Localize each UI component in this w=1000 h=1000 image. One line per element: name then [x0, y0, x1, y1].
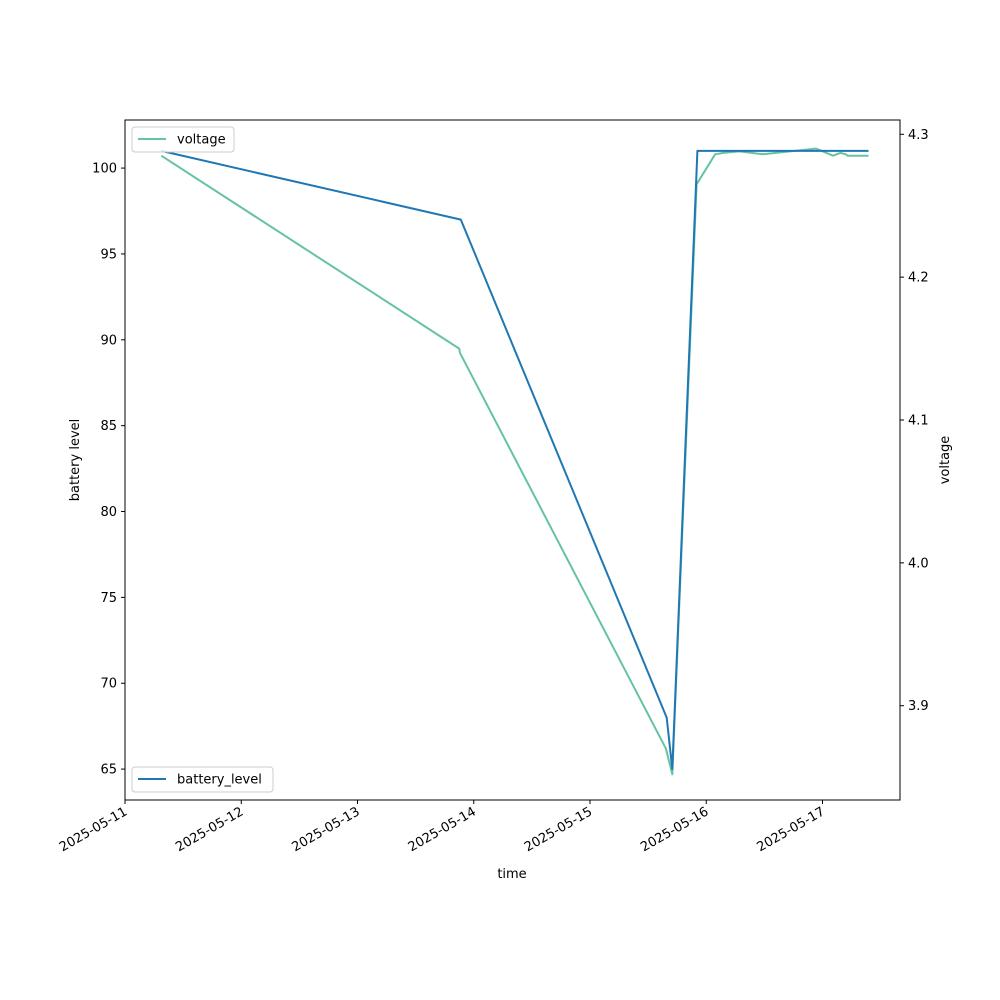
- x-axis-label: time: [497, 867, 526, 882]
- left-y-axis: 65 70 75 80 85 90 95 100: [92, 162, 125, 778]
- x-axis: 2025-05-11 2025-05-12 2025-05-13 2025-05-14…: [57, 800, 828, 855]
- x-tick-label: 2025-05-12: [173, 804, 246, 855]
- left-y-tick-label: 85: [100, 419, 117, 434]
- x-tick-label: 2025-05-17: [755, 804, 828, 855]
- left-y-tick-label: 80: [100, 505, 117, 520]
- left-y-tick-label: 90: [100, 333, 117, 348]
- left-y-tick-label: 70: [100, 677, 117, 692]
- left-y-tick-label: 95: [100, 247, 117, 262]
- series-layer: [160, 147, 869, 776]
- right-y-axis: 3.9 4.0 4.1 4.2 4.3: [900, 128, 929, 714]
- x-tick-label: 2025-05-16: [638, 804, 711, 855]
- right-y-axis-label: voltage: [938, 436, 953, 485]
- left-y-tick-label: 65: [100, 763, 117, 778]
- right-y-tick-label: 4.2: [908, 271, 929, 286]
- legend-battery-level-label: battery_level: [177, 773, 262, 788]
- right-y-tick-label: 4.1: [908, 414, 929, 429]
- left-y-tick-label: 75: [100, 591, 117, 606]
- x-tick-label: 2025-05-13: [290, 804, 363, 855]
- left-y-tick-label: 100: [92, 162, 117, 177]
- legend-voltage-label: voltage: [177, 133, 226, 148]
- legend-battery-level-box: [131, 766, 274, 793]
- right-y-tick-label: 4.3: [908, 128, 929, 143]
- right-y-tick-label: 4.0: [908, 556, 929, 571]
- x-tick-label: 2025-05-15: [522, 804, 595, 855]
- series-line-battery-level: [161, 149, 869, 771]
- right-y-tick-label: 3.9: [908, 699, 929, 714]
- plot-frame: [124, 119, 901, 801]
- series-line-voltage: [160, 147, 869, 776]
- legend-voltage-box: [131, 126, 235, 153]
- legend-voltage: voltage: [131, 126, 235, 153]
- left-y-axis-label: battery level: [68, 419, 83, 502]
- x-tick-label: 2025-05-14: [406, 804, 479, 855]
- x-tick-label: 2025-05-11: [57, 804, 130, 855]
- legend-battery-level: battery_level: [131, 766, 274, 793]
